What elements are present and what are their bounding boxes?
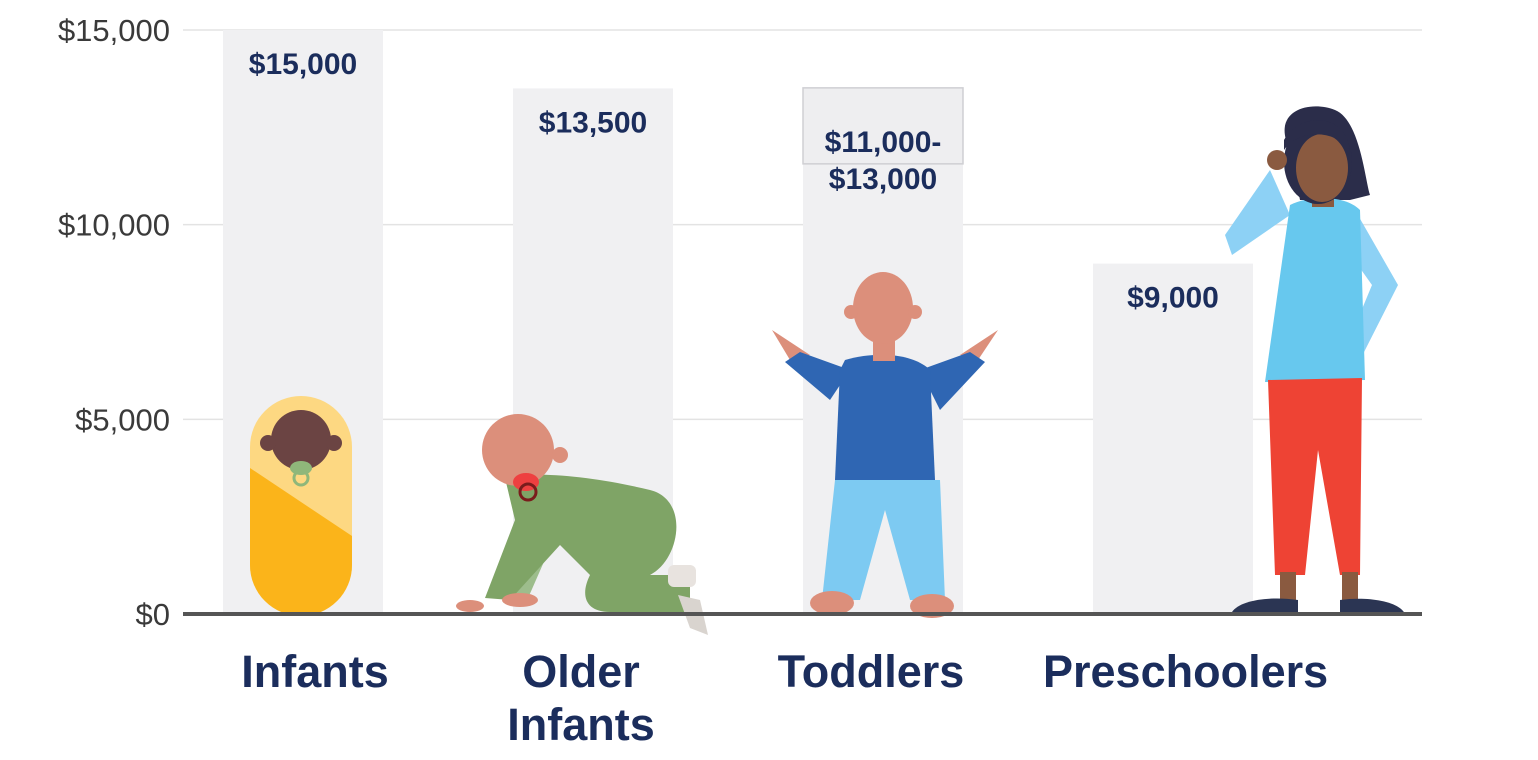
category-label-line: Infants — [241, 646, 389, 697]
category-label: Preschoolers — [1043, 645, 1329, 698]
data-labels: $15,000 $13,500 $11,000- $13,000 $9,000 — [249, 48, 1219, 315]
standing-woman-icon — [1225, 106, 1405, 614]
y-tick-label: $5,000 — [75, 402, 170, 437]
category-label: Toddlers — [741, 645, 1001, 698]
standing-toddler-icon — [772, 272, 998, 618]
y-tick-label: $10,000 — [58, 208, 170, 243]
data-label: $13,000 — [829, 163, 937, 196]
category-label-line: Older — [522, 646, 640, 697]
bars — [223, 30, 1253, 614]
category-label-line: Preschoolers — [1043, 646, 1329, 697]
category-label: Older Infants — [451, 645, 711, 751]
y-tick-label: $15,000 — [58, 13, 170, 48]
y-axis-ticks: $0 $5,000 $10,000 $15,000 — [58, 13, 170, 632]
data-label: $9,000 — [1127, 282, 1219, 315]
y-tick-label: $0 — [136, 597, 170, 632]
data-label: $11,000- — [825, 126, 942, 159]
data-label: $13,500 — [539, 106, 647, 139]
category-label: Infants — [185, 645, 445, 698]
swaddled-infant-icon — [250, 396, 352, 616]
data-label: $15,000 — [249, 48, 357, 81]
category-label-line: Toddlers — [777, 646, 965, 697]
crawling-baby-icon — [456, 414, 708, 635]
category-label-line: Infants — [507, 699, 655, 750]
data-label-box — [802, 87, 964, 165]
bar — [1093, 263, 1253, 614]
